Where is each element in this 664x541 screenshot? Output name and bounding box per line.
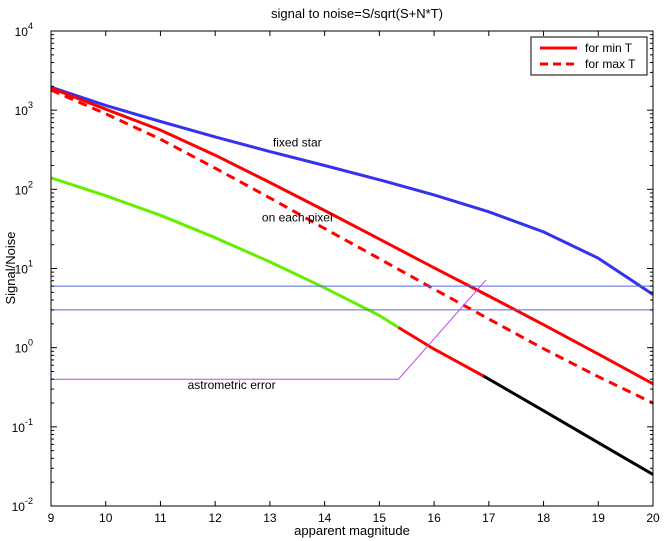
y-tick-exponent: -1 xyxy=(25,417,33,427)
series-pixel-black xyxy=(482,374,654,476)
x-tick-label: 19 xyxy=(592,511,606,525)
x-tick-label: 20 xyxy=(646,511,660,525)
x-tick-label: 13 xyxy=(263,511,277,525)
series-min-t xyxy=(50,86,654,386)
y-tick-base: 10 xyxy=(15,25,29,39)
series-layer xyxy=(50,85,654,476)
x-tick-label: 18 xyxy=(537,511,551,525)
x-tick-label: 10 xyxy=(99,511,113,525)
y-tick-label: 100 xyxy=(15,338,33,356)
annotation-fixed-star: fixed star xyxy=(273,135,322,149)
series-max-t xyxy=(50,88,654,405)
legend: for min T for max T xyxy=(530,36,648,76)
series-pixel-green xyxy=(50,176,400,329)
x-tick-label: 11 xyxy=(154,511,167,525)
x-tick-label: 12 xyxy=(209,511,223,525)
x-tick-label: 15 xyxy=(373,511,387,525)
y-tick-label: 10-2 xyxy=(12,496,33,514)
x-tick-label: 9 xyxy=(48,511,55,525)
series-astrometric xyxy=(51,279,487,380)
chart-title: signal to noise=S/sqrt(S+N*T) xyxy=(271,6,443,21)
series-pixel-red xyxy=(397,326,485,378)
y-tick-label: 104 xyxy=(15,21,33,39)
annotation-each-pixel: on each pixel xyxy=(262,211,333,225)
plot-frame xyxy=(50,30,654,507)
y-tick-base: 10 xyxy=(15,104,29,118)
series-fixed-star xyxy=(50,85,654,296)
x-axis-label: apparent magnitude xyxy=(294,523,410,538)
y-tick-base: 10 xyxy=(15,183,29,197)
annotation-astrometric: astrometric error xyxy=(188,378,276,392)
y-tick-base: 10 xyxy=(12,500,26,514)
y-tick-label: 102 xyxy=(15,179,33,197)
legend-label-min-t: for min T xyxy=(585,41,633,55)
y-tick-exponent: 4 xyxy=(28,21,33,31)
y-tick-label: 101 xyxy=(15,259,33,277)
y-tick-label: 103 xyxy=(15,100,33,118)
y-tick-exponent: 3 xyxy=(28,100,33,110)
legend-box xyxy=(530,36,648,76)
y-tick-base: 10 xyxy=(15,342,29,356)
legend-label-max-t: for max T xyxy=(585,57,636,71)
y-axis-label: Signal/Noise xyxy=(3,232,18,305)
x-axis: 9 10 11 12 13 14 15 16 17 18 19 20 xyxy=(48,31,660,525)
y-tick-exponent: 1 xyxy=(28,259,33,269)
y-tick-label: 10-1 xyxy=(12,417,33,435)
y-tick-base: 10 xyxy=(15,263,29,277)
x-tick-label: 14 xyxy=(318,511,332,525)
y-tick-exponent: 2 xyxy=(28,179,33,189)
y-tick-exponent: -2 xyxy=(25,496,33,506)
y-tick-base: 10 xyxy=(12,421,26,435)
annotation-layer: fixed star on each pixel astrometric error xyxy=(188,135,333,392)
x-tick-label: 17 xyxy=(482,511,496,525)
y-tick-exponent: 0 xyxy=(28,338,33,348)
x-tick-label: 16 xyxy=(427,511,441,525)
